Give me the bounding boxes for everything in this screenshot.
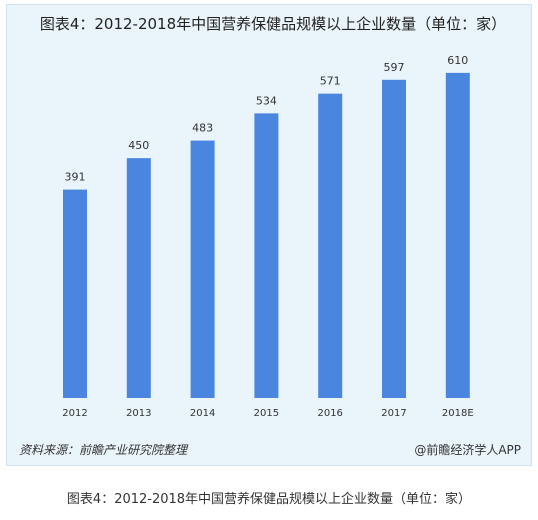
bar-2017: [382, 79, 406, 398]
x-tick-label: 2016: [317, 408, 342, 419]
x-tick-label: 2017: [381, 408, 406, 419]
x-tick-label: 2013: [126, 408, 151, 419]
chart-panel: 图表4：2012-2018年中国营养保健品规模以上企业数量（单位：家） 391 2…: [6, 4, 532, 466]
bar-2018E: [445, 72, 470, 399]
bar-2012: [63, 189, 87, 398]
bar-chart: 391 2012 450 2013 483 2014 534 2015 571 2016 597 20…: [62, 54, 474, 419]
bar-2013: [126, 158, 151, 398]
data-label: 391: [65, 171, 86, 184]
data-label: 534: [256, 94, 277, 107]
x-tick-label: 2014: [190, 408, 215, 419]
x-tick-label: 2015: [254, 408, 279, 419]
figure-caption: 图表4：2012-2018年中国营养保健品规模以上企业数量（单位：家）: [66, 492, 472, 507]
data-label: 450: [128, 139, 149, 152]
x-tick-label: 2018E: [442, 408, 474, 419]
chart-title: 图表4：2012-2018年中国营养保健品规模以上企业数量（单位：家）: [39, 15, 507, 33]
source-brand: @前瞻经济学人APP: [414, 443, 521, 457]
bar-2014: [190, 140, 215, 398]
data-label: 597: [384, 61, 405, 74]
data-label: 610: [447, 54, 468, 67]
data-label: 483: [192, 122, 213, 135]
bar-2016: [318, 93, 343, 399]
data-label: 571: [320, 75, 341, 88]
bar-2015: [254, 113, 279, 399]
x-tick-label: 2012: [62, 408, 87, 419]
source-note: 资料来源：前瞻产业研究院整理: [19, 443, 188, 457]
